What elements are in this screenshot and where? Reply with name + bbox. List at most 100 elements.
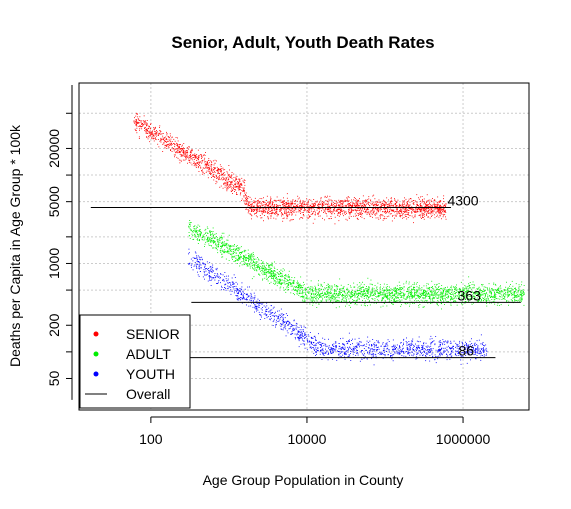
data-point (273, 207, 275, 209)
data-point (400, 208, 402, 210)
data-point (217, 173, 219, 175)
data-point (426, 194, 428, 196)
data-point (254, 213, 256, 214)
data-point (379, 294, 381, 296)
data-point (437, 290, 439, 292)
data-point (187, 156, 189, 158)
data-point (237, 183, 239, 185)
data-point (478, 287, 480, 289)
data-point (494, 294, 496, 296)
data-point (309, 206, 311, 208)
data-point (297, 206, 299, 208)
data-point (216, 177, 217, 179)
data-point (271, 208, 273, 210)
data-point (247, 198, 249, 200)
data-point (249, 213, 251, 215)
data-point (337, 294, 339, 296)
data-point (394, 203, 396, 204)
data-point (301, 291, 303, 293)
data-point (361, 287, 363, 288)
data-point (178, 146, 180, 148)
data-point (340, 205, 342, 207)
data-point (235, 186, 237, 187)
data-point (403, 201, 405, 203)
data-point (228, 244, 230, 246)
data-point (366, 200, 368, 201)
data-point (188, 157, 190, 159)
data-point (434, 208, 436, 210)
data-point (223, 183, 225, 185)
data-point (312, 212, 314, 214)
data-point (342, 206, 343, 207)
data-point (135, 119, 137, 121)
data-point (520, 299, 522, 301)
data-point (262, 271, 264, 273)
data-point (400, 293, 402, 295)
data-point (227, 174, 229, 176)
data-point (156, 135, 157, 137)
data-point (154, 134, 156, 136)
data-point (269, 203, 271, 205)
data-point (245, 208, 247, 210)
data-point (478, 290, 479, 292)
data-point (423, 295, 425, 296)
data-point (254, 262, 256, 264)
data-point (230, 176, 232, 178)
data-point (174, 148, 176, 150)
data-point (284, 212, 285, 214)
data-point (385, 202, 387, 204)
data-point (247, 201, 249, 203)
data-point (299, 211, 301, 213)
data-point (421, 218, 422, 219)
data-point (137, 122, 139, 124)
data-point (293, 211, 295, 213)
data-point (206, 165, 208, 166)
data-point (366, 288, 368, 290)
data-point (349, 203, 351, 205)
data-point (268, 201, 270, 203)
data-point (354, 291, 356, 293)
data-point (515, 289, 517, 291)
data-point (370, 295, 372, 297)
data-point (454, 300, 456, 302)
data-point (425, 209, 427, 210)
data-point (311, 206, 313, 207)
data-point (444, 204, 446, 206)
data-point (341, 288, 343, 290)
data-point (356, 210, 358, 211)
data-point (340, 209, 342, 211)
data-point (222, 174, 223, 176)
data-point (199, 154, 201, 155)
data-point (427, 216, 429, 217)
data-point (319, 210, 320, 212)
data-point (459, 295, 460, 297)
data-point (406, 218, 408, 220)
data-point (409, 207, 411, 209)
data-point (275, 218, 277, 220)
data-point (147, 129, 148, 131)
data-point (393, 210, 394, 212)
data-point (420, 206, 422, 208)
data-point (349, 205, 351, 206)
data-point (279, 287, 281, 289)
data-point (417, 203, 418, 205)
data-point (258, 206, 259, 208)
data-point (420, 216, 422, 218)
data-point (376, 287, 378, 289)
data-point (513, 294, 515, 296)
data-point (520, 291, 522, 293)
data-point (279, 279, 280, 281)
data-point (329, 292, 331, 294)
data-point (288, 207, 290, 209)
data-point (355, 292, 357, 294)
data-point (391, 201, 393, 202)
data-point (159, 130, 161, 131)
data-point (401, 288, 403, 290)
data-point (411, 206, 413, 208)
data-point (305, 203, 307, 205)
data-point (279, 280, 281, 282)
data-point (421, 293, 423, 295)
data-point (318, 290, 320, 292)
data-point (149, 127, 151, 129)
data-point (297, 200, 298, 202)
